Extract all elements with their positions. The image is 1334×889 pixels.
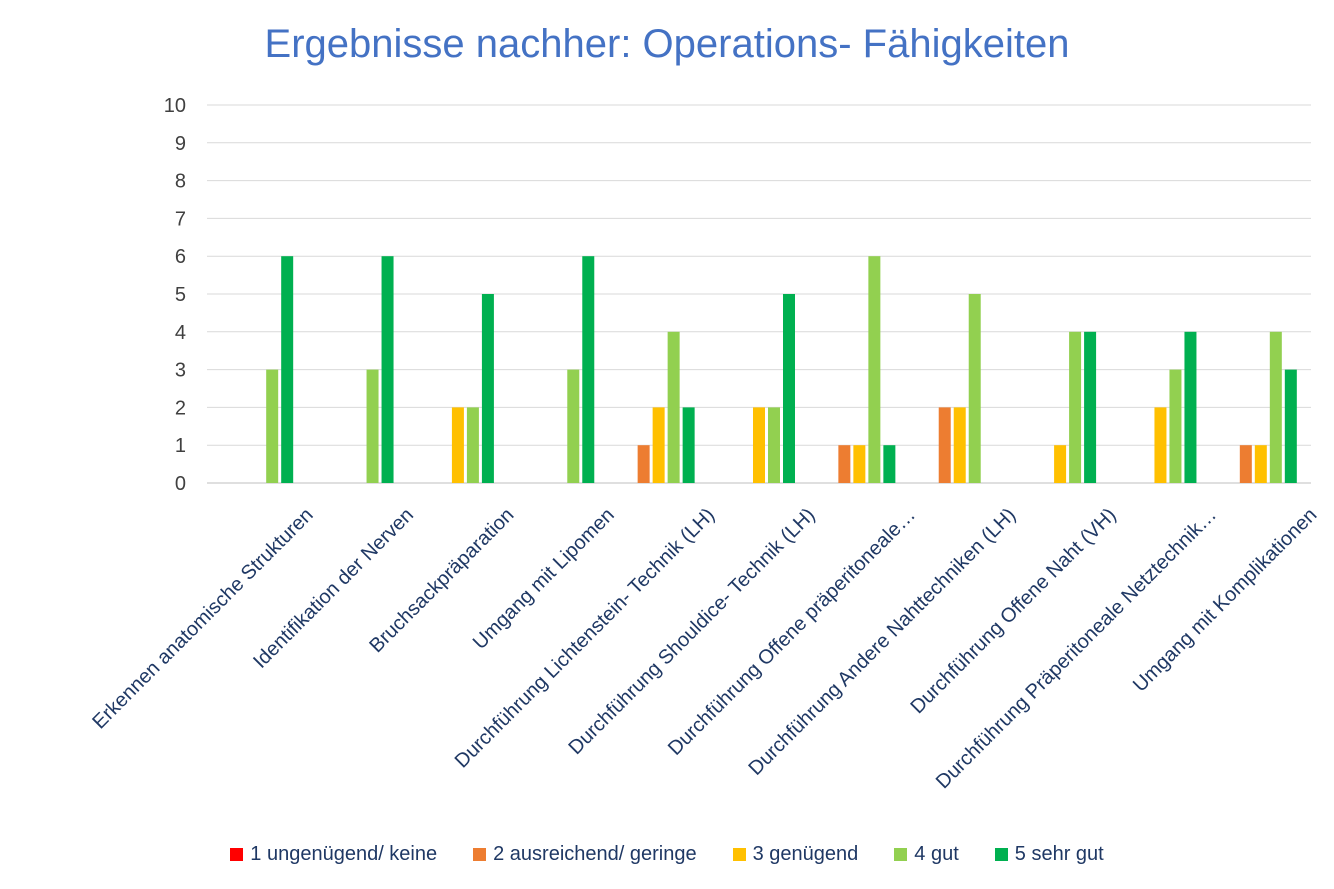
bar [1084, 331, 1097, 483]
bar [366, 369, 379, 483]
x-tick-label: Durchführung Offene Naht (VH) [906, 504, 1120, 718]
bar [567, 369, 580, 483]
bar [1184, 331, 1197, 483]
bar [868, 256, 881, 483]
y-axis-ticks: 0 1 2 3 4 5 6 7 8 9 10 [164, 95, 186, 495]
bar [652, 407, 665, 483]
legend-swatch [894, 848, 908, 861]
legend-item: 4 gut [894, 843, 959, 866]
y-tick-label: 5 [175, 284, 186, 306]
bar [1069, 331, 1082, 483]
bar [938, 407, 951, 483]
bar [381, 256, 394, 483]
legend-label: 5 sehr gut [1014, 843, 1104, 865]
y-tick-label: 8 [175, 171, 186, 193]
bar [481, 294, 494, 483]
legend-item: 1 ungenügend/ keine [230, 843, 437, 866]
bar [883, 445, 896, 483]
legend-item: 3 genügend [732, 843, 859, 866]
bar [1284, 369, 1297, 483]
x-tick-label: Identifikation der Nerven [249, 504, 418, 673]
bar [1239, 445, 1252, 483]
y-tick-label: 0 [175, 473, 186, 495]
legend-swatch [230, 848, 244, 861]
bar [838, 445, 851, 483]
bar [953, 407, 966, 483]
bars [266, 256, 1297, 483]
legend-label: 3 genügend [752, 843, 859, 865]
legend-swatch [732, 848, 746, 861]
y-tick-label: 9 [175, 133, 186, 155]
x-axis-labels: Erkennen anatomische StrukturenIdentifik… [88, 504, 1321, 793]
bar [682, 407, 695, 483]
bar [753, 407, 765, 483]
legend: 1 ungenügend/ keine 2 ausreichend/ gering… [0, 843, 1334, 866]
bar [768, 407, 780, 483]
y-tick-label: 7 [175, 208, 186, 230]
legend-label: 2 ausreichend/ geringe [493, 843, 697, 865]
bar [783, 294, 795, 483]
chart-title: Ergebnisse nachher: Operations- Fähigkei… [264, 22, 1070, 66]
y-tick-label: 3 [175, 360, 186, 382]
y-tick-label: 1 [175, 435, 186, 457]
y-tick-label: 4 [175, 322, 186, 344]
bar [1054, 445, 1067, 483]
x-tick-label: Erkennen anatomische Strukturen [88, 504, 317, 733]
bar [1154, 407, 1167, 483]
legend-item: 5 sehr gut [994, 843, 1104, 866]
bar [451, 407, 464, 483]
bar [853, 445, 866, 483]
y-tick-label: 6 [175, 246, 186, 268]
bar [582, 256, 595, 483]
bar [637, 445, 650, 483]
y-tick-label: 10 [164, 95, 186, 117]
bar [1169, 369, 1182, 483]
legend-swatch [994, 848, 1008, 861]
bar [281, 256, 294, 483]
bar [968, 294, 981, 483]
legend-item: 2 ausreichend/ geringe [473, 843, 697, 866]
bar [466, 407, 479, 483]
bar [1254, 445, 1267, 483]
legend-label: 4 gut [914, 843, 959, 865]
legend-swatch [473, 848, 487, 861]
bar [266, 369, 279, 483]
x-tick-label: Umgang mit Komplikationen [1129, 504, 1321, 696]
y-tick-label: 2 [175, 397, 186, 419]
bar-chart: 0 1 2 3 4 5 6 7 8 9 10 Erkennen anatomische Strukt… [88, 95, 1321, 793]
bar [667, 331, 680, 483]
bar [1269, 331, 1282, 483]
legend-label: 1 ungenügend/ keine [250, 843, 438, 865]
